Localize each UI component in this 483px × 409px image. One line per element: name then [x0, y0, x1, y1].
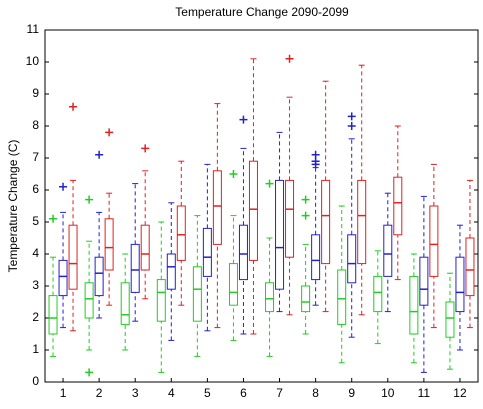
- box: [48, 295, 58, 335]
- box: [212, 170, 222, 245]
- y-tick-label: 4: [32, 246, 39, 260]
- outlier: [311, 160, 320, 169]
- box: [419, 256, 429, 306]
- outlier: [85, 195, 94, 204]
- y-tick-label: 6: [32, 182, 39, 196]
- chart-title: Temperature Change 2090-2099: [175, 5, 349, 19]
- y-tick-label: 8: [32, 118, 39, 132]
- box: [301, 285, 311, 313]
- x-tick-label: 4: [168, 386, 175, 400]
- box: [373, 275, 383, 313]
- outlier: [85, 368, 94, 377]
- box: [84, 282, 94, 319]
- outlier: [265, 179, 274, 188]
- outlier: [239, 115, 248, 124]
- x-tick-label: 7: [276, 386, 283, 400]
- outlier: [49, 214, 58, 223]
- x-tick-label: 12: [453, 386, 467, 400]
- box: [94, 256, 104, 297]
- box: [337, 269, 347, 325]
- x-tick-label: 9: [348, 386, 355, 400]
- outlier: [301, 211, 310, 220]
- x-tick-label: 8: [312, 386, 319, 400]
- box: [58, 259, 68, 297]
- box: [228, 263, 238, 306]
- box: [347, 234, 357, 284]
- outlier: [95, 150, 104, 159]
- outlier: [105, 128, 114, 137]
- box: [176, 205, 186, 261]
- y-tick-label: 1: [32, 342, 39, 356]
- outlier: [301, 195, 310, 204]
- y-axis-label: Temperature Change (C): [6, 140, 20, 273]
- x-tick-label: 11: [418, 386, 431, 400]
- y-tick-label: 11: [27, 22, 40, 36]
- box: [465, 237, 475, 297]
- box: [265, 282, 275, 313]
- box: [140, 224, 150, 271]
- x-tick-label: 1: [60, 386, 67, 400]
- box: [130, 243, 140, 293]
- y-tick-label: 3: [32, 278, 39, 292]
- outlier: [59, 182, 68, 191]
- outlier: [285, 54, 294, 63]
- box: [409, 275, 419, 335]
- x-tick-label: 10: [381, 386, 395, 400]
- box: [321, 179, 331, 265]
- box: [202, 227, 212, 277]
- box: [383, 224, 393, 277]
- box: [68, 224, 78, 290]
- box: [357, 179, 367, 265]
- box: [192, 266, 202, 322]
- plot-frame: [44, 29, 479, 383]
- box: [285, 179, 295, 258]
- x-tick-label: 2: [96, 386, 103, 400]
- outlier: [141, 144, 150, 153]
- box: [429, 205, 439, 277]
- box: [445, 301, 455, 338]
- outlier: [229, 170, 238, 178]
- box: [104, 218, 114, 271]
- x-tick-label: 5: [204, 386, 211, 400]
- box: [120, 282, 130, 325]
- outlier: [347, 112, 356, 121]
- box: [311, 234, 321, 281]
- box: [393, 176, 403, 236]
- outlier: [347, 122, 356, 130]
- box: [455, 256, 465, 313]
- box: [156, 279, 166, 322]
- outlier: [69, 102, 78, 111]
- x-tick-label: 6: [240, 386, 247, 400]
- y-tick-label: 2: [32, 310, 39, 324]
- x-tick-label: 3: [132, 386, 139, 400]
- box: [238, 224, 248, 281]
- box: [275, 179, 285, 290]
- y-tick-label: 0: [32, 374, 39, 388]
- y-tick-label: 7: [32, 150, 39, 164]
- box: [248, 160, 258, 261]
- y-tick-label: 9: [32, 86, 39, 100]
- y-tick-label: 10: [26, 54, 40, 68]
- y-tick-label: 5: [32, 214, 39, 228]
- box: [166, 253, 176, 290]
